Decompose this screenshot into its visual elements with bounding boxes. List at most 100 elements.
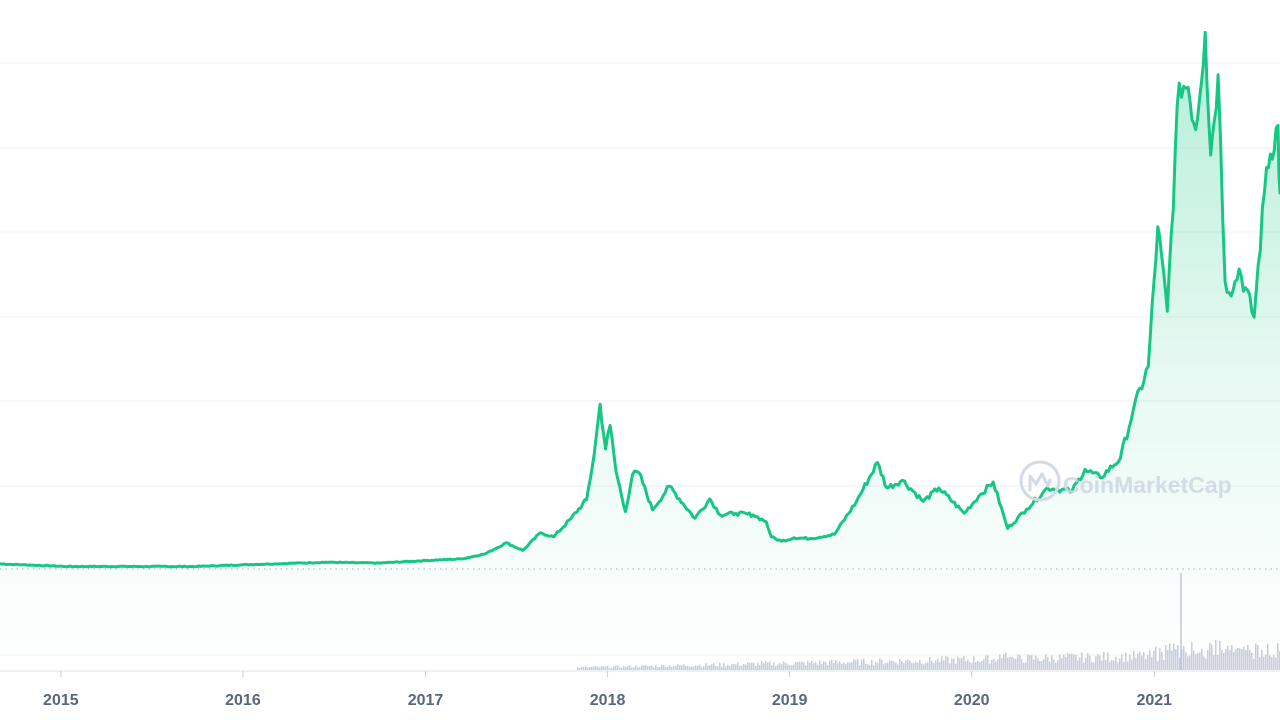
watermark-text: CoinMarketCap <box>1063 472 1232 498</box>
volume-bar <box>1107 652 1108 670</box>
volume-bar <box>1201 649 1202 670</box>
volume-bar <box>869 665 870 670</box>
volume-bar <box>721 667 722 671</box>
volume-bar <box>1211 645 1212 671</box>
volume-bar <box>975 662 976 670</box>
volume-bar <box>1121 654 1122 670</box>
volume-bar <box>1251 653 1252 670</box>
volume-bar <box>1049 662 1050 670</box>
volume-bar <box>861 660 862 670</box>
price-area-fill <box>0 32 1280 670</box>
volume-bar <box>771 665 772 670</box>
volume-bar <box>809 663 810 670</box>
volume-bar <box>967 660 968 671</box>
volume-bar <box>1243 647 1244 670</box>
volume-bar <box>1075 655 1076 670</box>
volume-bar <box>675 666 676 670</box>
volume-bar <box>577 667 578 670</box>
volume-bar <box>621 668 622 670</box>
volume-bar <box>1069 654 1070 670</box>
volume-bar <box>843 663 844 670</box>
volume-bar <box>973 656 974 670</box>
volume-bar <box>701 667 702 670</box>
volume-bar <box>731 664 732 670</box>
volume-bar <box>733 664 734 670</box>
volume-bar <box>585 667 586 671</box>
volume-bar <box>1103 652 1104 670</box>
volume-bar <box>603 666 604 670</box>
volume-bar <box>789 665 790 670</box>
volume-bar <box>1135 658 1136 670</box>
volume-bar <box>1153 651 1154 670</box>
volume-bar <box>1139 652 1140 670</box>
volume-bar <box>749 663 750 670</box>
volume-bar <box>759 665 760 670</box>
volume-bar <box>1001 658 1002 670</box>
volume-bar <box>829 661 830 670</box>
volume-bar <box>889 660 890 670</box>
volume-bar <box>1025 662 1026 670</box>
volume-bar <box>1277 643 1278 670</box>
volume-bar <box>591 667 592 670</box>
volume-bar <box>1011 657 1012 670</box>
volume-bar <box>817 665 818 670</box>
volume-bar <box>867 664 868 670</box>
volume-bar <box>697 666 698 670</box>
volume-bar <box>1059 654 1060 670</box>
volume-bar <box>1031 655 1032 670</box>
volume-bar <box>891 661 892 670</box>
volume-bar <box>1053 660 1054 670</box>
volume-bar <box>727 665 728 670</box>
volume-bar <box>1133 651 1134 670</box>
volume-bar <box>831 660 832 670</box>
volume-bar <box>773 662 774 670</box>
x-tick-label: 2016 <box>225 692 261 709</box>
volume-bar <box>879 658 880 670</box>
volume-bar <box>1231 645 1232 670</box>
volume-bar <box>1061 658 1062 670</box>
volume-bar <box>821 664 822 670</box>
volume-bar <box>849 663 850 670</box>
volume-bar <box>1043 659 1044 670</box>
volume-bar <box>593 667 594 670</box>
volume-bar <box>1017 654 1018 670</box>
volume-bar <box>767 663 768 670</box>
volume-bar <box>1029 655 1030 670</box>
volume-bar <box>647 666 648 670</box>
volume-bar <box>1249 650 1250 670</box>
volume-bar <box>1095 656 1096 670</box>
volume-bar <box>855 660 856 670</box>
volume-bar <box>1199 652 1200 670</box>
volume-bar <box>929 657 930 670</box>
volume-bar <box>813 663 814 670</box>
volume-bar <box>713 663 714 670</box>
volume-bar <box>657 667 658 670</box>
volume-bar <box>619 667 620 670</box>
volume-bar <box>639 667 640 670</box>
volume-bar <box>865 664 866 670</box>
volume-bar <box>627 666 628 670</box>
volume-bar <box>963 656 964 670</box>
volume-bar <box>1003 654 1004 670</box>
volume-bar <box>677 664 678 670</box>
volume-bar <box>625 667 626 670</box>
volume-bar <box>1165 645 1166 670</box>
volume-bar <box>1169 644 1170 670</box>
volume-bar <box>1149 650 1150 670</box>
volume-bar <box>993 659 994 670</box>
volume-bar <box>623 666 624 670</box>
volume-bar <box>1013 658 1014 670</box>
volume-bar <box>947 657 948 670</box>
volume-bar <box>629 665 630 670</box>
volume-bar <box>645 665 646 670</box>
volume-bar <box>997 660 998 671</box>
volume-bar <box>877 663 878 670</box>
volume-bar <box>589 667 590 670</box>
volume-bar <box>687 666 688 670</box>
volume-bar <box>987 655 988 670</box>
volume-bar <box>1033 660 1034 670</box>
volume-bar <box>741 666 742 670</box>
volume-bar <box>1035 656 1036 670</box>
volume-bar <box>663 665 664 670</box>
